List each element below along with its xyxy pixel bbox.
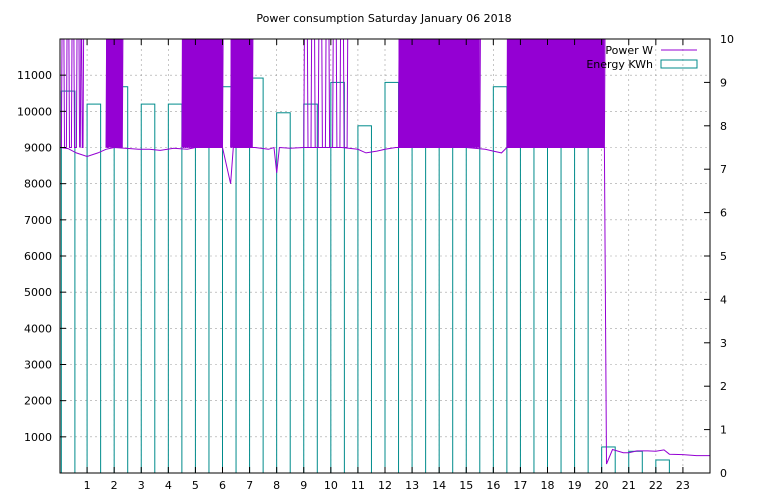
x-tick-label: 18 — [541, 479, 555, 492]
power-burst — [303, 38, 349, 148]
legend-label-energy: Energy KWh — [586, 58, 653, 71]
power-burst — [79, 38, 85, 148]
x-tick-label: 17 — [513, 479, 527, 492]
y-left-tick-label: 10000 — [17, 105, 52, 118]
power-burst-fill — [230, 39, 253, 148]
x-tick-label: 13 — [405, 479, 419, 492]
x-tick-label: 14 — [432, 479, 446, 492]
chart-title: Power consumption Saturday January 06 20… — [256, 12, 511, 25]
y-left-tick-label: 8000 — [24, 178, 52, 191]
x-tick-label: 20 — [595, 479, 609, 492]
y-left-tick-label: 2000 — [24, 395, 52, 408]
energy-bar — [384, 81, 400, 474]
x-tick-label: 10 — [324, 479, 338, 492]
power-burst-fill — [506, 39, 605, 148]
energy-bar — [276, 112, 291, 474]
power-burst-fill — [181, 39, 223, 148]
y-left-tick-label: 7000 — [24, 214, 52, 227]
x-tick-label: 21 — [622, 479, 636, 492]
y-left-tick-label: 1000 — [24, 431, 52, 444]
energy-bar — [86, 103, 102, 474]
x-tick-label: 1 — [84, 479, 91, 492]
x-tick-label: 22 — [649, 479, 663, 492]
energy-bar — [628, 450, 643, 474]
y-left-tick-label: 11000 — [17, 69, 52, 82]
power-bursts — [60, 38, 606, 148]
x-tick-label: 16 — [486, 479, 500, 492]
y-right-tick-label: 3 — [720, 337, 727, 350]
y-right-tick-label: 7 — [720, 163, 727, 176]
x-tick-label: 2 — [111, 479, 118, 492]
energy-bar — [167, 103, 183, 474]
y-right-tick-label: 8 — [720, 120, 727, 133]
x-tick-label: 5 — [192, 479, 199, 492]
y-left-tick-label: 5000 — [24, 286, 52, 299]
energy-bar — [140, 103, 156, 474]
x-tick-label: 6 — [219, 479, 226, 492]
y-right-tick-label: 1 — [720, 424, 727, 437]
power-burst-fill — [398, 39, 480, 148]
y-right-tick-label: 4 — [720, 293, 727, 306]
legend-swatch-energy — [660, 59, 698, 69]
x-tick-label: 4 — [165, 479, 172, 492]
energy-bar — [357, 125, 372, 474]
power-line-path — [59, 146, 710, 465]
power-burst-fill — [106, 39, 123, 148]
x-tick-label: 12 — [378, 479, 392, 492]
power-line — [59, 146, 710, 465]
x-tick-label: 15 — [459, 479, 473, 492]
energy-bar — [303, 103, 318, 474]
y-left-tick-label: 3000 — [24, 359, 52, 372]
x-tick-label: 11 — [351, 479, 365, 492]
x-tick-label: 3 — [138, 479, 145, 492]
x-tick-label: 9 — [300, 479, 307, 492]
legend-label-power: Power W — [605, 44, 653, 57]
legend: Power W Energy KWh — [586, 44, 698, 71]
y-right-tick-label: 5 — [720, 250, 727, 263]
y-left-tick-label: 4000 — [24, 322, 52, 335]
energy-bar — [465, 103, 481, 474]
x-tick-label: 23 — [676, 479, 690, 492]
y-right-tick-label: 9 — [720, 76, 727, 89]
x-tick-label: 7 — [246, 479, 253, 492]
x-tick-label: 19 — [568, 479, 582, 492]
energy-bar — [655, 459, 670, 474]
power-burst — [60, 38, 81, 148]
y-right-tick-label: 6 — [720, 207, 727, 220]
axes: 1 2 3 4 5 6 7 8 9 10 11 12 13 14 15 16 17 18 19 20 21 22 23100… — [17, 33, 734, 492]
y-left-tick-label: 6000 — [24, 250, 52, 263]
energy-bar — [492, 86, 508, 474]
y-right-tick-label: 2 — [720, 380, 727, 393]
y-right-tick-label: 0 — [720, 467, 727, 480]
x-tick-label: 8 — [273, 479, 280, 492]
y-left-tick-label: 9000 — [24, 142, 52, 155]
y-right-tick-label: 10 — [720, 33, 734, 46]
